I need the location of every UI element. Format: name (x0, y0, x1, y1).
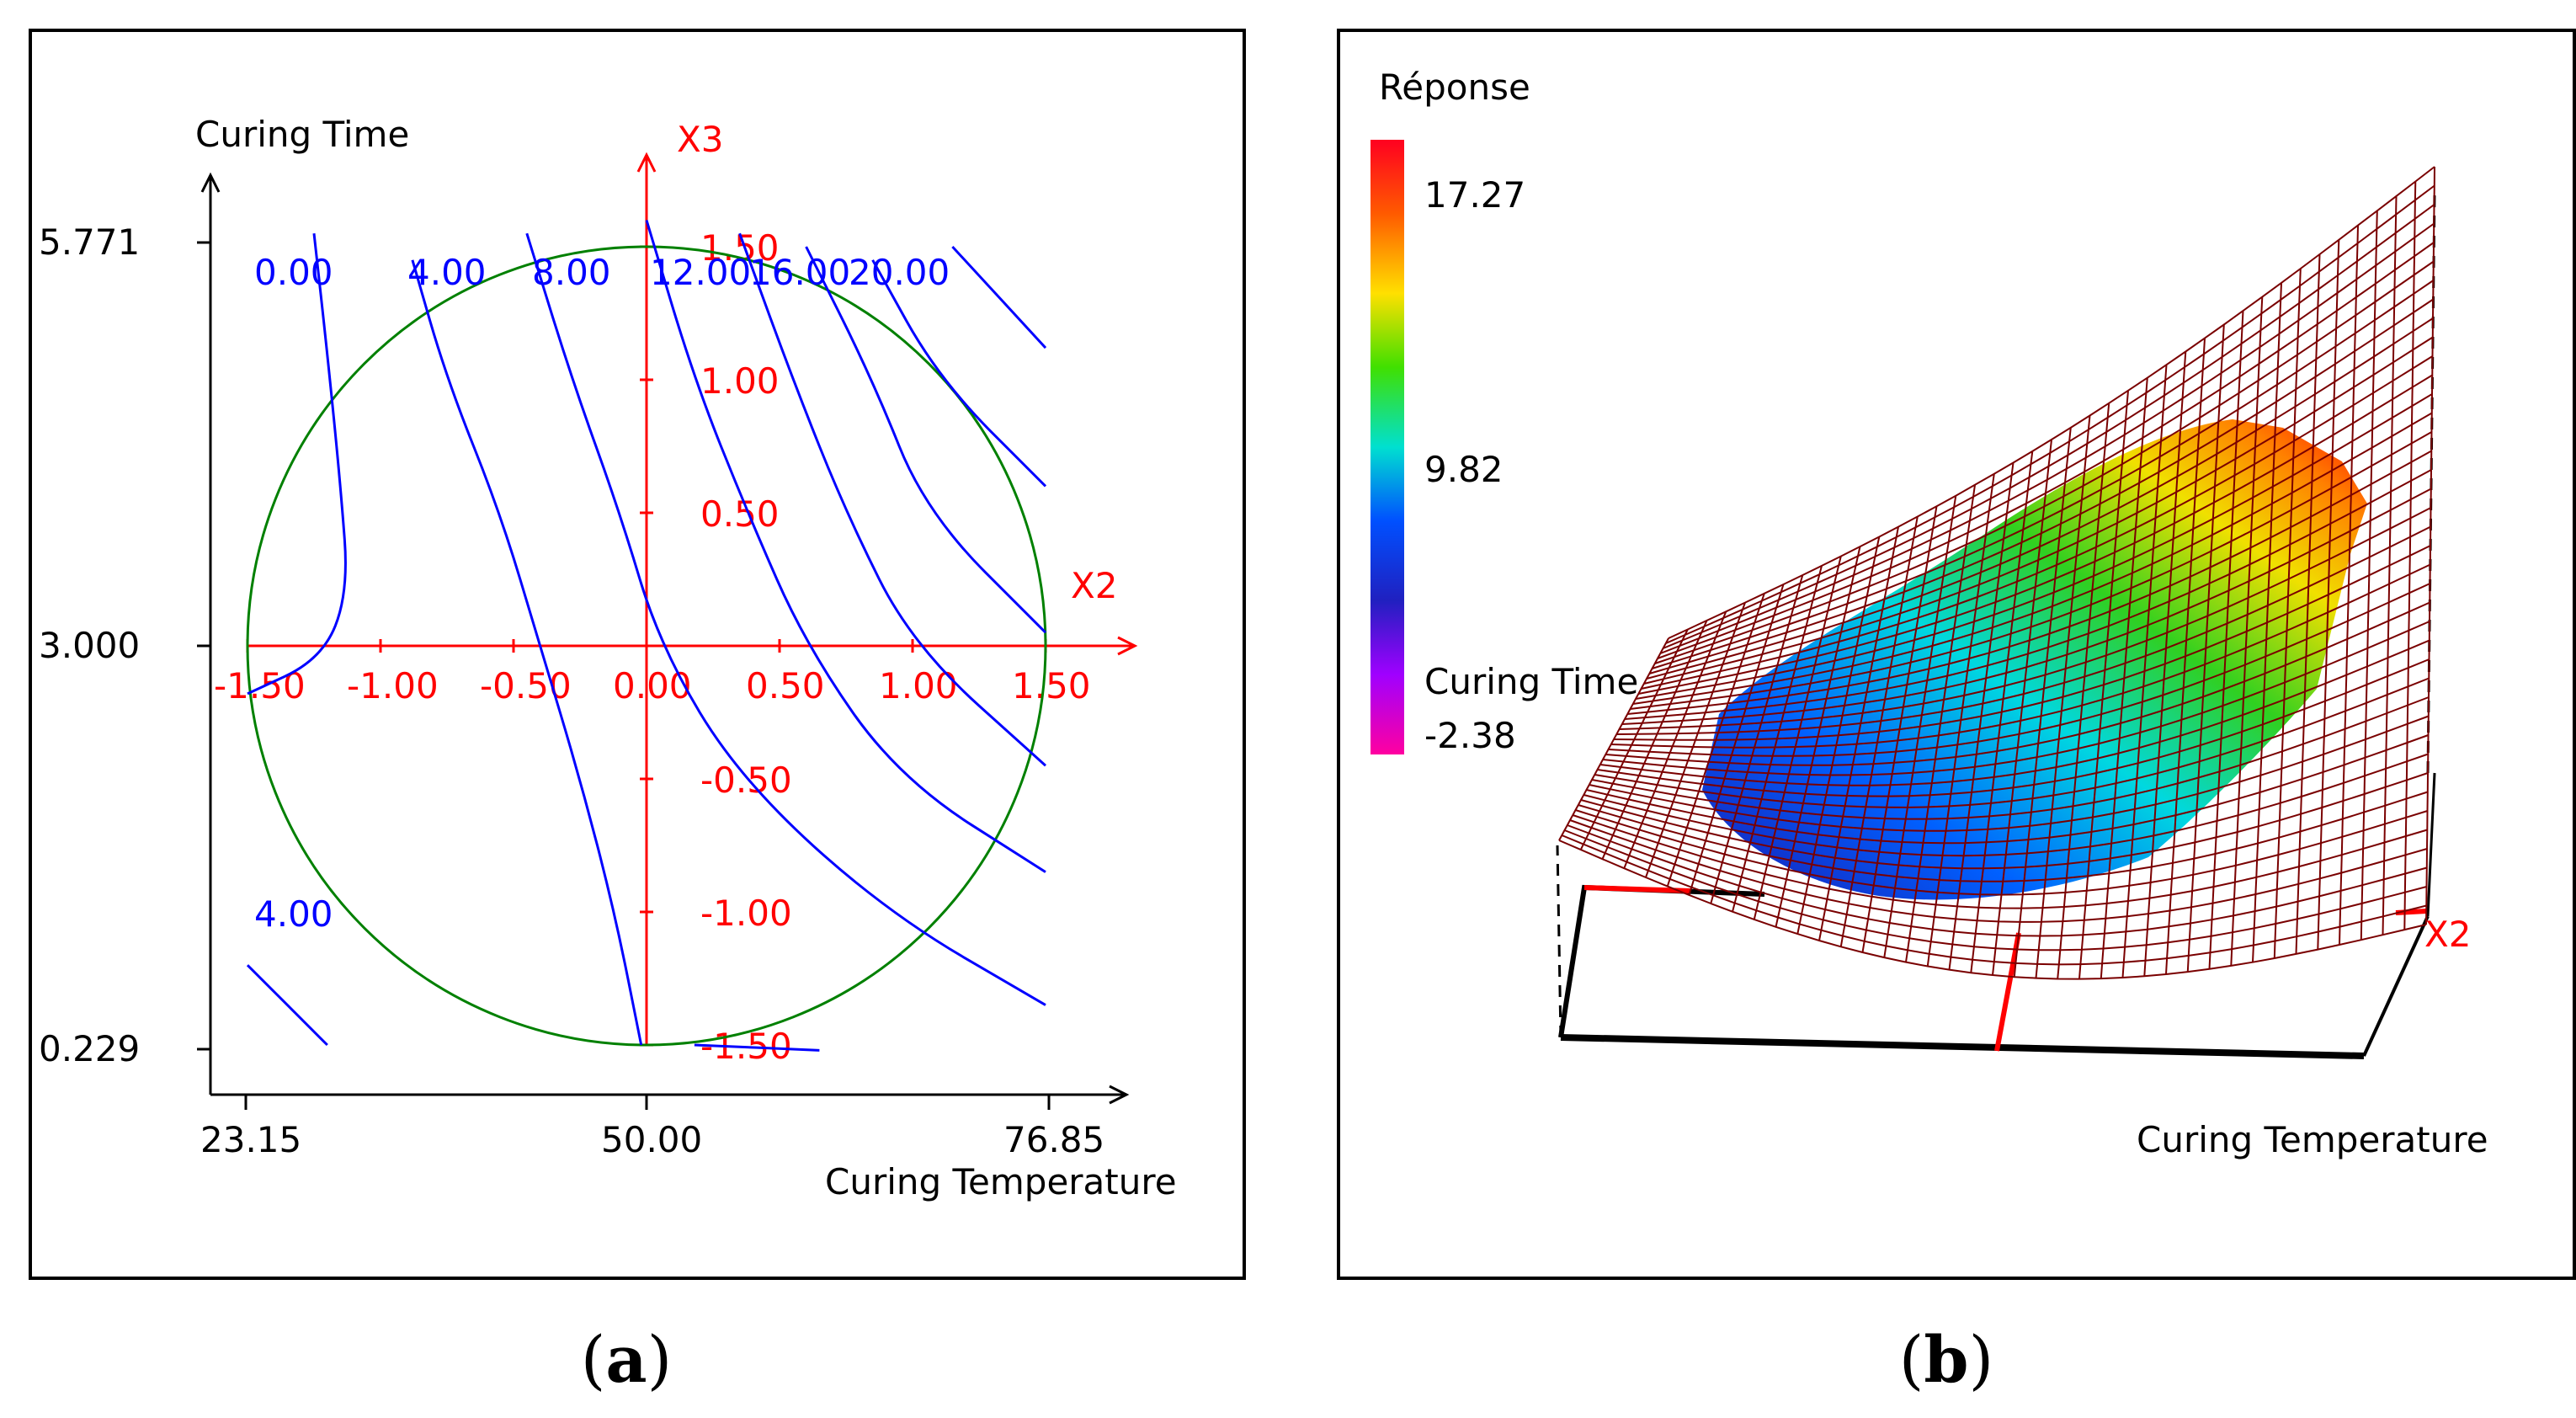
mesh-line (1613, 545, 2431, 741)
contour-line-8 (246, 964, 328, 1047)
design-circle (246, 245, 1047, 1047)
mesh-line (2425, 166, 2435, 925)
mesh-line (2078, 390, 2129, 979)
mesh-line (1641, 355, 2434, 690)
coded-x-arrow (1117, 636, 1138, 656)
caption-b: (b) (1898, 1322, 1994, 1397)
x-axis-arrow (1109, 1085, 1130, 1105)
y-axis-arrow (200, 172, 221, 193)
contour-line-7 (951, 245, 1047, 349)
mesh-line (1632, 412, 2433, 705)
mesh-line (2252, 282, 2282, 962)
contour-line-3 (645, 219, 1046, 873)
contour-label-16: 16.00 (749, 252, 850, 293)
mesh-line (2057, 402, 2110, 979)
y-tick-label: 0.229 (39, 1028, 140, 1069)
colorbar-extra-label: Curing Time (1424, 661, 1638, 702)
mesh-line (2273, 268, 2302, 959)
mesh-line (1649, 298, 2434, 674)
mesh-line (2208, 311, 2244, 969)
mesh-line (1616, 525, 2431, 735)
mesh-line (1635, 393, 2433, 700)
panel-b: Réponse 17.27 9.82 -2.38 Curing Time X2 … (1337, 29, 2576, 1280)
contour-label-8: 8.00 (532, 252, 611, 293)
mesh-line (2100, 377, 2148, 979)
contour-label-20: 20.00 (849, 252, 950, 293)
contour-line-4 (738, 232, 1047, 767)
colorbar-title: Réponse (1379, 67, 1530, 108)
mesh-line (2143, 351, 2187, 977)
coded-y-arrow (636, 152, 657, 173)
coded-y-tick-label: -0.50 (700, 760, 792, 801)
coded-y-tick-label: 0.50 (700, 493, 780, 535)
x-axis-label: Curing Temperature (825, 1161, 1177, 1202)
x-tick-label: 76.85 (1003, 1119, 1104, 1160)
coded-x-tick-label: -1.50 (214, 665, 306, 706)
contour-line-2 (525, 232, 1046, 1006)
coded-y-tick-label: 1.00 (700, 360, 780, 402)
x2-axis-name: X2 (2424, 914, 2472, 955)
mesh-line (2295, 253, 2321, 954)
mesh-line (1665, 184, 2435, 644)
surface-plot: Réponse 17.27 9.82 -2.38 Curing Time X2 … (1370, 67, 2488, 1160)
colorbar-tick-max: 17.27 (1424, 174, 1525, 216)
coded-x-tick-label: -1.00 (347, 665, 439, 706)
contour-label-4: 4.00 (407, 252, 487, 293)
contour-label-0: 0.00 (254, 252, 333, 293)
mesh-line (1657, 242, 2435, 659)
contour-line-6 (871, 259, 1047, 488)
colorbar-tick-mid: 9.82 (1424, 449, 1504, 490)
mesh-line (1624, 469, 2432, 720)
contour-line-9 (694, 1043, 820, 1052)
contour-label-4-lower: 4.00 (254, 893, 333, 935)
mesh-line (2035, 415, 2091, 978)
coded-x-tick-label: 1.50 (1012, 665, 1091, 706)
mesh-line (1630, 431, 2432, 710)
surface-mesh (1558, 166, 2435, 980)
x-tick-label: 23.15 (200, 1119, 301, 1160)
coded-y-axis-name: X3 (677, 119, 724, 160)
mesh-line (1619, 507, 2431, 730)
mesh-line (2230, 296, 2264, 966)
caption-a: (a) (580, 1322, 673, 1397)
mesh-line (1663, 204, 2435, 649)
y-axis-label: Curing Time (195, 114, 409, 155)
contour-label-12: 12.00 (650, 252, 751, 293)
mesh-line (1668, 166, 2435, 639)
mesh-line (1627, 450, 2432, 715)
contour-line-5 (805, 246, 1047, 634)
coded-x-tick-label: 0.00 (613, 665, 692, 706)
x-tick-label: 50.00 (601, 1119, 702, 1160)
surface-colored-region (1702, 419, 2367, 900)
coded-x-tick-label: 0.50 (746, 665, 825, 706)
mesh-line (2121, 365, 2168, 978)
coded-y-tick-label: -1.00 (700, 893, 792, 934)
coded-x-axis-name: X2 (1071, 565, 1118, 606)
panel-a: 5.771 3.000 0.229 23.15 50.00 76.85 -1.50 -1.0… (29, 29, 1246, 1280)
contour-line-0 (247, 233, 347, 696)
mesh-line (1643, 336, 2434, 685)
mesh-line (1652, 280, 2435, 669)
contour-line-1 (411, 259, 643, 1046)
mesh-line (1621, 488, 2432, 725)
mesh-line (2403, 181, 2417, 930)
y-tick-label: 5.771 (39, 221, 140, 263)
mesh-line (2360, 211, 2378, 941)
mesh-line (2186, 324, 2225, 973)
contour-plot: 5.771 3.000 0.229 23.15 50.00 76.85 -1.50 -1.0… (39, 114, 1177, 1202)
mesh-line (2013, 427, 2072, 978)
mesh-line (1654, 260, 2435, 664)
mesh-line (1659, 222, 2435, 654)
x-axis-label: Curing Temperature (2137, 1119, 2488, 1160)
mesh-line (1646, 317, 2434, 680)
mesh-line (2165, 338, 2206, 975)
mesh-line (2317, 239, 2340, 950)
colorbar-tick-min: -2.38 (1424, 715, 1516, 756)
mesh-line (2382, 195, 2398, 936)
y-tick-label: 3.000 (39, 625, 140, 666)
colorbar (1370, 140, 1404, 754)
mesh-line (1638, 374, 2433, 695)
mesh-line (2339, 225, 2359, 946)
